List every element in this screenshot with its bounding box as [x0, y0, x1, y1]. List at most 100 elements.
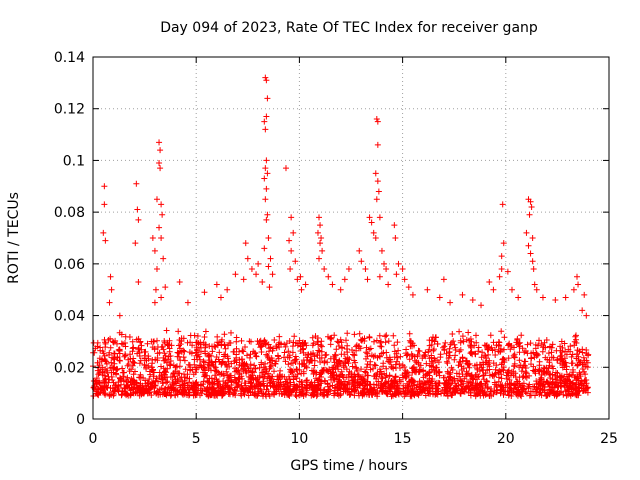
data-point [478, 302, 485, 309]
data-point [261, 175, 268, 182]
data-point [159, 211, 166, 218]
data-point [262, 165, 269, 172]
data-point [262, 126, 269, 133]
data-point [533, 286, 540, 293]
data-point [318, 235, 325, 241]
data-point [321, 266, 328, 273]
data-point [244, 255, 251, 262]
data-point [526, 211, 533, 218]
data-point [151, 247, 158, 254]
data-point [264, 95, 271, 102]
data-point [562, 294, 569, 301]
data-point [317, 222, 324, 229]
data-point [376, 214, 383, 221]
data-point [345, 266, 352, 273]
data-point [288, 247, 295, 254]
data-point [391, 222, 398, 229]
data-point [156, 139, 163, 146]
y-tick-label: 0.12 [54, 102, 85, 118]
data-point [529, 258, 536, 265]
data-point [373, 116, 380, 123]
data-point [152, 286, 159, 293]
data-point [381, 260, 388, 267]
x-tick-label: 5 [192, 431, 201, 447]
data-point [162, 284, 169, 291]
data-point [314, 229, 321, 236]
data-point [527, 250, 534, 257]
data-point [436, 294, 443, 301]
data-point [376, 273, 383, 280]
data-point [383, 266, 390, 273]
data-point [370, 229, 377, 236]
data-point [529, 235, 536, 241]
data-point [527, 198, 534, 205]
data-point [135, 278, 142, 285]
data-point [496, 273, 503, 280]
data-point [292, 258, 299, 265]
x-tick-label: 15 [394, 431, 412, 447]
data-point [151, 299, 158, 306]
data-point [440, 276, 447, 283]
data-point [262, 74, 269, 81]
data-point [264, 170, 271, 177]
data-point [158, 201, 165, 208]
data-point [374, 178, 381, 185]
y-tick-label: 0.02 [54, 360, 85, 376]
data-point [316, 214, 323, 221]
x-tick-label: 0 [89, 431, 98, 447]
data-point [539, 294, 546, 301]
data-point [498, 253, 505, 260]
data-point [287, 266, 294, 273]
data-point [375, 188, 382, 195]
data-point [294, 276, 301, 283]
data-point [378, 247, 385, 254]
data-point [157, 165, 164, 172]
data-point [224, 286, 231, 293]
data-point [515, 294, 522, 301]
data-point [232, 271, 239, 278]
data-point [116, 312, 123, 319]
data-point [302, 281, 309, 288]
y-tick-label: 0.04 [54, 309, 85, 325]
data-point [263, 157, 270, 164]
data-point [385, 281, 392, 288]
data-point [459, 291, 466, 298]
data-point [447, 299, 454, 306]
data-point [579, 307, 586, 314]
data-point [266, 284, 273, 291]
data-point [156, 224, 163, 231]
data-point [317, 240, 324, 247]
data-point [372, 235, 379, 241]
data-point [498, 266, 505, 273]
y-tick-label: 0.08 [54, 205, 85, 221]
data-point [574, 273, 581, 280]
data-point [372, 170, 379, 177]
data-point [102, 237, 109, 244]
data-point [255, 260, 262, 267]
data-point [531, 281, 538, 288]
y-tick-label: 0.14 [54, 50, 85, 66]
data-point [267, 255, 274, 262]
data-point [184, 299, 191, 306]
data-point [101, 183, 108, 190]
data-point [242, 240, 249, 247]
data-point [486, 278, 493, 285]
data-point [107, 273, 114, 280]
y-axis-label: ROTI / TECUs [6, 192, 22, 284]
grid [93, 57, 609, 419]
data-point [132, 240, 139, 247]
data-point [240, 276, 247, 283]
data-point [263, 113, 270, 120]
data-point [135, 216, 142, 223]
plot-frame [92, 56, 610, 420]
data-point [156, 160, 163, 167]
data-point [525, 242, 532, 249]
data-points [90, 74, 592, 400]
data-point [158, 294, 165, 301]
ticks: 0 0.02 0.04 0.06 0.08 0.1 0.12 0.14 0 5 10 15 20 25 [54, 50, 618, 447]
data-point [373, 196, 380, 203]
data-point [158, 235, 165, 241]
data-point [341, 276, 348, 283]
x-axis-label: GPS time / hours [290, 458, 407, 474]
